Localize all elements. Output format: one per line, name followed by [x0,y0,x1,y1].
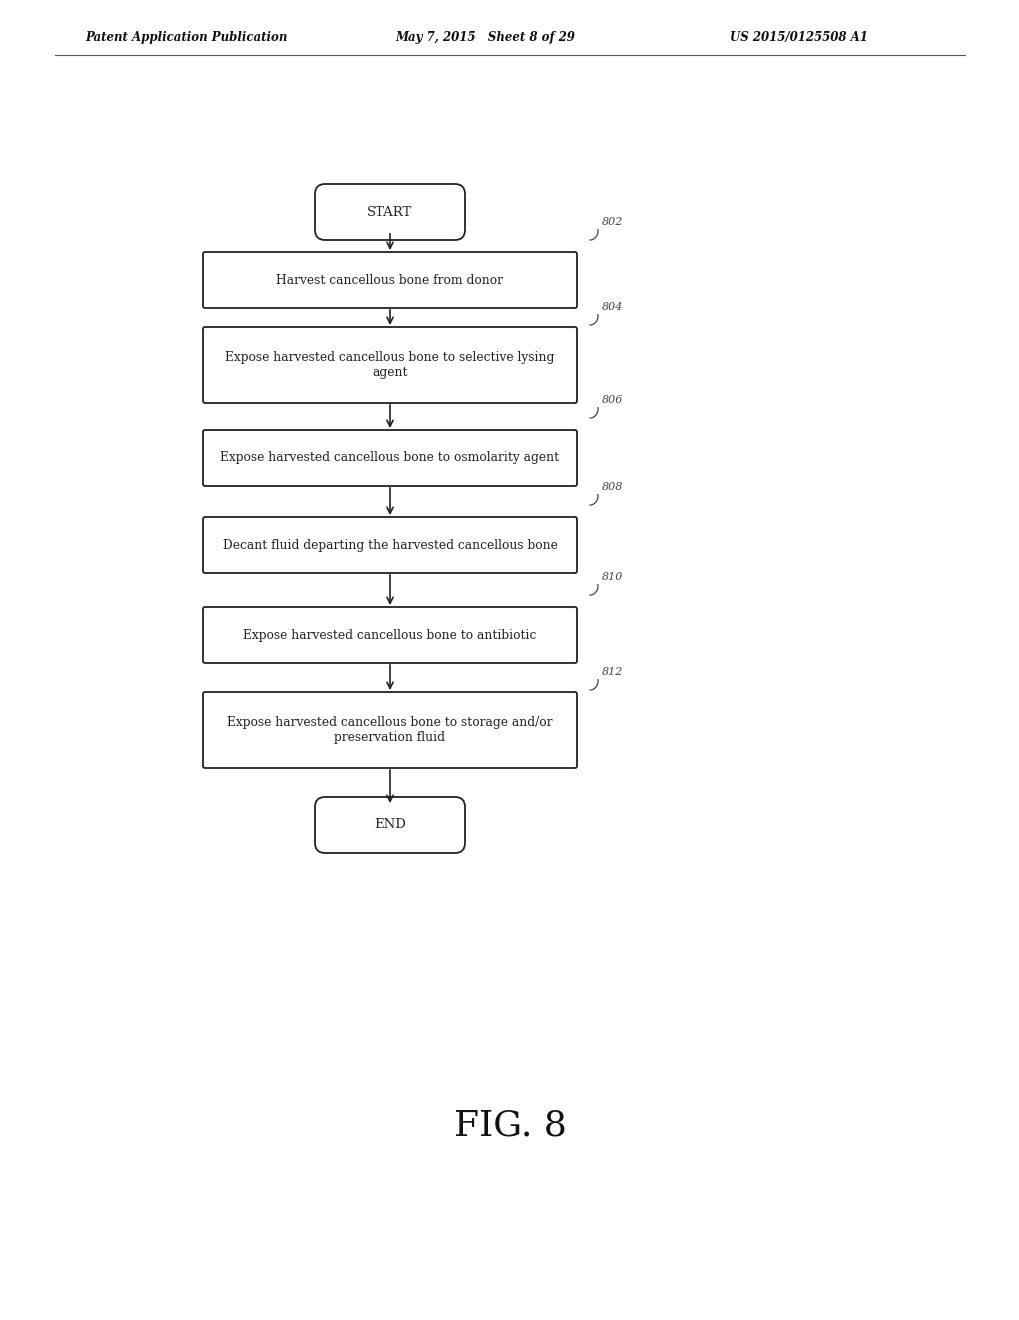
Text: 806: 806 [601,395,623,405]
FancyBboxPatch shape [203,327,577,403]
Text: US 2015/0125508 A1: US 2015/0125508 A1 [730,32,867,45]
Text: 804: 804 [601,302,623,312]
Text: Expose harvested cancellous bone to osmolarity agent: Expose harvested cancellous bone to osmo… [220,451,559,465]
FancyBboxPatch shape [315,183,465,240]
Text: Expose harvested cancellous bone to antibiotic: Expose harvested cancellous bone to anti… [244,628,536,642]
Text: START: START [367,206,413,219]
Text: FIG. 8: FIG. 8 [453,1107,566,1142]
FancyBboxPatch shape [203,692,577,768]
FancyBboxPatch shape [315,797,465,853]
Text: END: END [374,818,406,832]
Text: Harvest cancellous bone from donor: Harvest cancellous bone from donor [276,273,503,286]
Text: 812: 812 [601,667,623,677]
Text: Expose harvested cancellous bone to storage and/or
preservation fluid: Expose harvested cancellous bone to stor… [227,715,552,744]
Text: 810: 810 [601,572,623,582]
FancyBboxPatch shape [203,517,577,573]
Text: Decant fluid departing the harvested cancellous bone: Decant fluid departing the harvested can… [222,539,557,552]
Text: Patent Application Publication: Patent Application Publication [85,32,287,45]
Text: 802: 802 [601,216,623,227]
FancyBboxPatch shape [203,252,577,308]
FancyBboxPatch shape [203,430,577,486]
Text: Expose harvested cancellous bone to selective lysing
agent: Expose harvested cancellous bone to sele… [225,351,554,379]
Text: May 7, 2015   Sheet 8 of 29: May 7, 2015 Sheet 8 of 29 [394,32,575,45]
Text: 808: 808 [601,482,623,492]
FancyBboxPatch shape [203,607,577,663]
